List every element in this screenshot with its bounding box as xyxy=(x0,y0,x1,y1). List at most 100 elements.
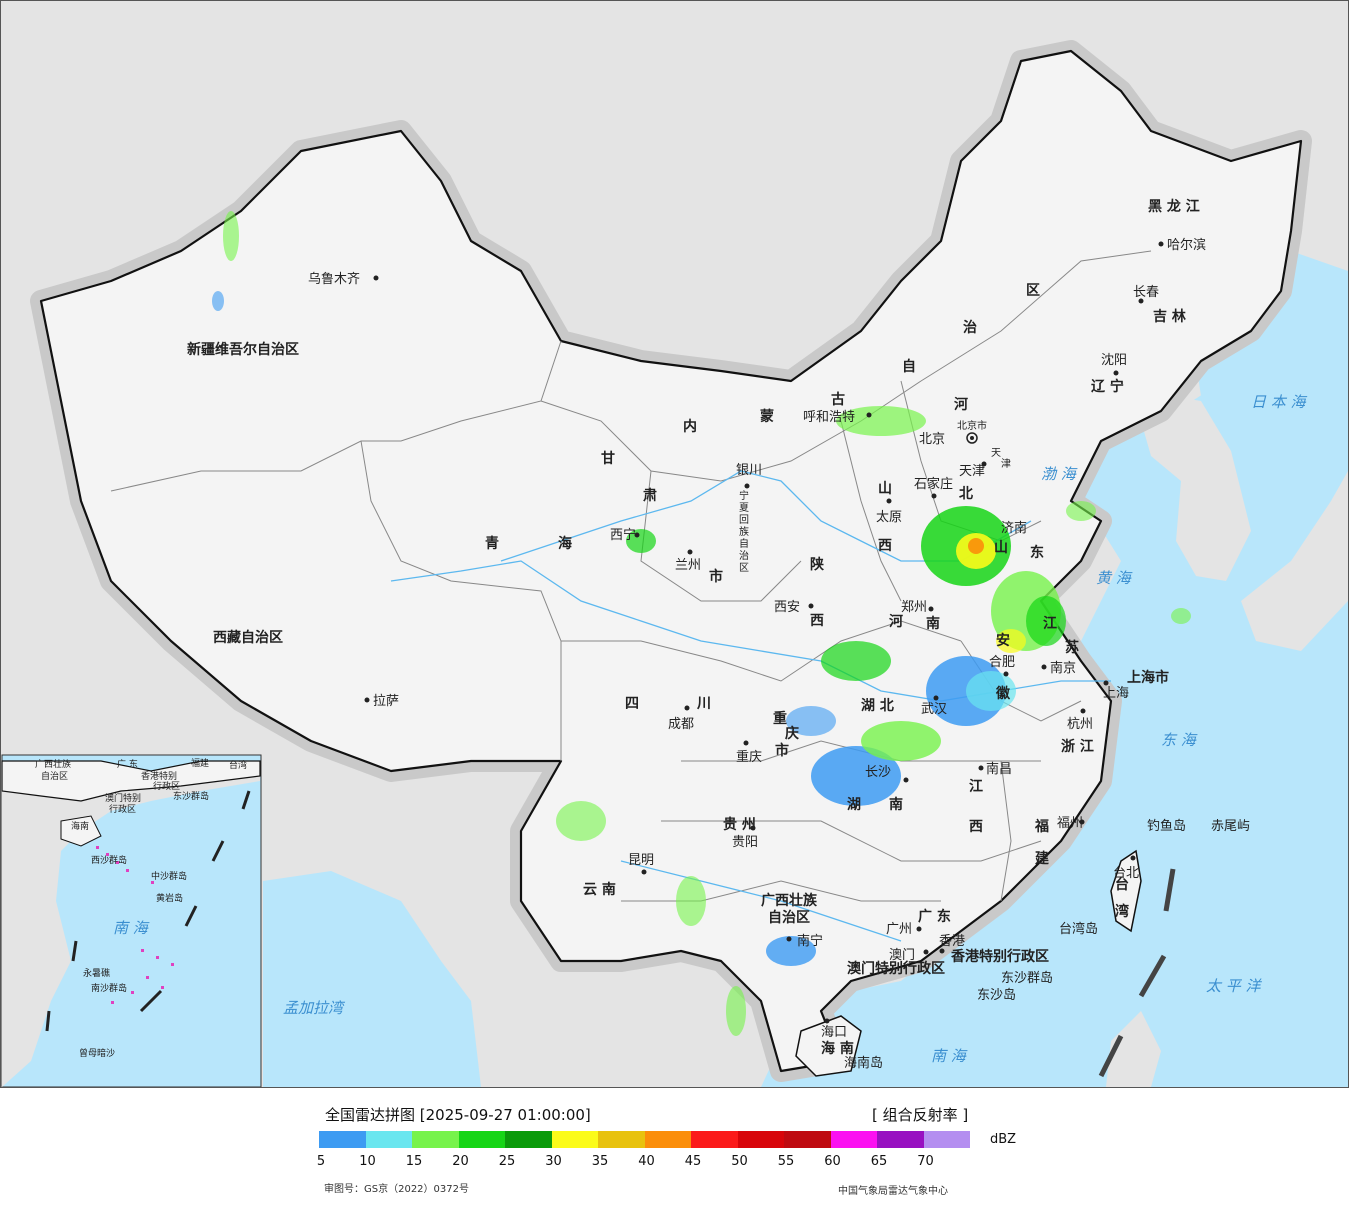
inset-label: 南 海 xyxy=(113,919,150,937)
province-label: 新疆维吾尔自治区 xyxy=(187,341,299,358)
color-swatch xyxy=(877,1131,924,1148)
hainan-island-shape xyxy=(795,1015,862,1077)
inset-label: 香港特别 xyxy=(141,770,177,782)
color-swatch xyxy=(691,1131,738,1148)
city-label: 成都 xyxy=(668,717,694,732)
province-label: 天 xyxy=(991,448,1001,459)
scale-tick-label: 70 xyxy=(917,1154,934,1169)
scale-tick-label: 45 xyxy=(684,1154,702,1169)
land-philippines xyxy=(1106,1011,1161,1087)
land-korea xyxy=(1141,396,1251,581)
city-label: 上海 xyxy=(1103,686,1129,701)
province-label: 云 南 xyxy=(583,881,616,898)
city-label: 重庆 xyxy=(736,749,762,765)
radar-map: 渤 海 黄 海 东 海 南 海 日 本 海 太 平 洋 孟加拉湾 新疆维吾尔自治… xyxy=(0,0,1349,1088)
province-label: 河 xyxy=(889,613,903,630)
province-label: 庆 xyxy=(785,725,799,742)
inset-label: 行政区 xyxy=(109,803,136,815)
city-label: 拉萨 xyxy=(373,694,399,709)
color-swatch xyxy=(644,1131,691,1148)
scale-tick-label: 5 xyxy=(316,1154,326,1169)
city-label: 兰州 xyxy=(675,558,701,573)
city-label: 北京 xyxy=(919,432,945,447)
province-label: 区 xyxy=(739,562,749,574)
inset-label: 南沙群岛 xyxy=(91,982,127,994)
scale-tick-label: 55 xyxy=(777,1154,795,1169)
province-label: 湖 北 xyxy=(861,698,894,714)
province-label: 市 xyxy=(709,568,723,585)
province-label: 北 xyxy=(959,486,973,502)
city-label: 福州 xyxy=(1057,816,1083,831)
city-label: 南京 xyxy=(1050,660,1076,676)
province-label: 区 xyxy=(1026,283,1040,299)
inset-label: 东沙群岛 xyxy=(173,790,209,802)
boundary-dashes xyxy=(1098,868,1176,1078)
province-label: 江 xyxy=(969,778,983,795)
province-label: 福 xyxy=(1034,818,1049,835)
province-label: 海 xyxy=(558,535,572,552)
city-label: 西宁 xyxy=(610,527,636,543)
city-markers xyxy=(364,241,1164,1024)
scale-tick-label: 60 xyxy=(824,1154,841,1169)
city-label: 广州 xyxy=(886,922,912,937)
inset-label: 黄岩岛 xyxy=(156,892,183,904)
scale-tick-label: 65 xyxy=(870,1154,888,1169)
province-label: 回 xyxy=(739,514,749,526)
inset-label: 澳门特别 xyxy=(105,792,141,804)
color-swatch xyxy=(551,1131,598,1148)
city-label: 澳门 xyxy=(889,947,915,963)
city-label: 东沙岛 xyxy=(977,987,1016,1003)
sea-label-mengjiala-wan: 孟加拉湾 xyxy=(283,999,346,1017)
legend: 全国雷达拼图 [2025-09-27 01:00:00] [ 组合反射率 ] d… xyxy=(0,1088,1349,1208)
scale-tick-label: 35 xyxy=(591,1154,609,1169)
province-labels: 新疆维吾尔自治区 西藏自治区 青 海 甘 肃 内 蒙 古 自 治 区 黑 龙 江… xyxy=(187,198,1200,1057)
province-label: 徽 xyxy=(995,685,1011,702)
inset-label: 台湾 xyxy=(229,759,247,771)
color-swatch xyxy=(784,1131,831,1148)
scale-tick-label: 50 xyxy=(731,1154,748,1169)
province-label: 黑 龙 江 xyxy=(1148,198,1200,215)
province-label: 湾 xyxy=(1115,903,1129,920)
province-label: 治 xyxy=(739,549,749,562)
sea-label-donghai: 东 海 xyxy=(1161,731,1198,749)
province-label: 西 xyxy=(878,538,892,554)
city-label: 郑州 xyxy=(901,600,927,615)
province-label: 江 xyxy=(1043,615,1057,632)
city-label: 赤尾屿 xyxy=(1211,819,1250,834)
city-label: 银川 xyxy=(736,463,762,478)
inset-label: 曾母暗沙 xyxy=(79,1047,115,1059)
province-label: 市 xyxy=(775,742,789,759)
city-label: 海南岛 xyxy=(844,1055,883,1071)
legend-product-type: [ 组合反射率 ] xyxy=(872,1106,969,1124)
city-label: 贵阳 xyxy=(732,835,758,850)
province-label: 上海市 xyxy=(1127,669,1169,686)
province-label: 自 xyxy=(739,537,749,550)
province-label: 北京市 xyxy=(957,419,987,432)
city-label: 沈阳 xyxy=(1101,353,1127,368)
city-label: 济南 xyxy=(1001,520,1027,536)
province-label: 四 xyxy=(625,696,639,712)
color-swatch xyxy=(412,1131,459,1148)
city-label: 南昌 xyxy=(986,761,1012,777)
color-swatch xyxy=(458,1131,505,1148)
city-label: 天津 xyxy=(959,464,985,479)
inset-label: 广 东 xyxy=(117,758,138,770)
province-label: 西 xyxy=(969,819,983,835)
city-label: 杭州 xyxy=(1067,717,1093,732)
city-labels: 乌鲁木齐 拉萨 西宁 兰州 银川 呼和浩特 哈尔滨 长春 沈阳 北京 天津 石家… xyxy=(308,237,1250,1071)
inset-label: 行政区 xyxy=(153,780,180,792)
province-label: 古 xyxy=(831,391,845,408)
province-label: 辽 宁 xyxy=(1091,378,1124,395)
province-label: 重 xyxy=(773,710,787,727)
taiwan-island-shape xyxy=(1110,849,1142,933)
color-swatch xyxy=(923,1131,970,1148)
province-label: 青 xyxy=(485,535,499,552)
scale-tick-label: 15 xyxy=(405,1154,423,1169)
province-label: 西藏自治区 xyxy=(213,629,283,646)
inset-label: 西沙群岛 xyxy=(91,854,127,866)
land-japan xyxy=(1241,471,1348,651)
province-label: 贵 州 xyxy=(723,816,756,833)
province-label: 广西壮族 xyxy=(761,892,818,909)
inset-label: 自治区 xyxy=(41,770,68,782)
map-approval-number: 审图号：GS京（2022）0372号 xyxy=(324,1184,469,1195)
